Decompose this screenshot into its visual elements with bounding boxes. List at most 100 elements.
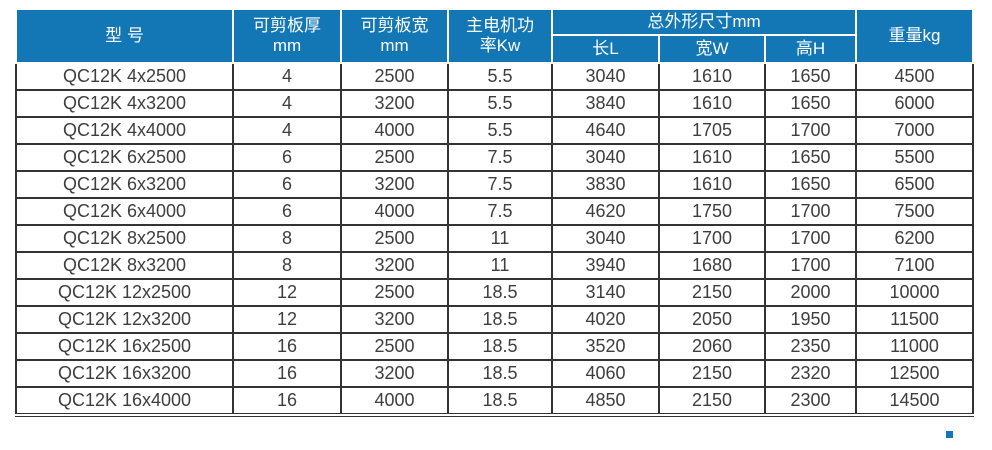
- cell-height: 2320: [763, 359, 858, 388]
- col-header-length: 长L: [551, 34, 660, 64]
- table-row: QC12K 4x3200 4 3200 5.5 3840 1610 1650 6…: [15, 89, 975, 118]
- cell-weight: 5500: [855, 143, 975, 172]
- cell-weight: 12500: [855, 359, 975, 388]
- cell-width: 3200: [340, 251, 449, 280]
- cell-width: 3200: [340, 359, 449, 388]
- table-row: QC12K 4x2500 4 2500 5.5 3040 1610 1650 4…: [15, 62, 975, 91]
- cell-height: 1700: [763, 251, 858, 280]
- cell-dim-width: 2150: [658, 278, 766, 307]
- spec-table: 型 号 可剪板厚 mm 可剪板宽 mm 主电机功 率Kw 总外形尺寸mm 重量k…: [15, 8, 975, 417]
- cell-thickness: 8: [232, 251, 342, 280]
- cell-dim-width: 2150: [658, 359, 766, 388]
- cell-length: 3040: [551, 62, 660, 91]
- cell-model: QC12K 6x3200: [15, 170, 234, 199]
- cell-power: 18.5: [447, 305, 553, 334]
- cell-weight: 14500: [855, 386, 975, 417]
- cell-length: 3940: [551, 251, 660, 280]
- cell-power: 7.5: [447, 143, 553, 172]
- cell-length: 3040: [551, 143, 660, 172]
- cell-length: 4060: [551, 359, 660, 388]
- cell-weight: 7000: [855, 116, 975, 145]
- table-row: QC12K 8x3200 8 3200 11 3940 1680 1700 71…: [15, 251, 975, 280]
- cell-weight: 6500: [855, 170, 975, 199]
- cell-width: 2500: [340, 332, 449, 361]
- cell-length: 4850: [551, 386, 660, 417]
- cell-thickness: 12: [232, 278, 342, 307]
- cell-dim-width: 2060: [658, 332, 766, 361]
- cell-thickness: 4: [232, 62, 342, 91]
- table-row: QC12K 6x3200 6 3200 7.5 3830 1610 1650 6…: [15, 170, 975, 199]
- cell-length: 3520: [551, 332, 660, 361]
- cell-height: 1700: [763, 224, 858, 253]
- cell-power: 18.5: [447, 386, 553, 417]
- col-header-model: 型 号: [15, 8, 234, 64]
- col-header-dim-width: 宽W: [658, 34, 766, 64]
- blue-square-decoration: [946, 431, 953, 438]
- cell-height: 1650: [763, 62, 858, 91]
- cell-power: 18.5: [447, 359, 553, 388]
- table-row: QC12K 6x2500 6 2500 7.5 3040 1610 1650 5…: [15, 143, 975, 172]
- header-row-top: 型 号 可剪板厚 mm 可剪板宽 mm 主电机功 率Kw 总外形尺寸mm 重量k…: [15, 8, 975, 64]
- cell-model: QC12K 16x2500: [15, 332, 234, 361]
- col-header-thickness: 可剪板厚 mm: [232, 8, 342, 64]
- cell-dim-width: 1700: [658, 224, 766, 253]
- cell-power: 7.5: [447, 170, 553, 199]
- cell-weight: 7100: [855, 251, 975, 280]
- cell-width: 3200: [340, 305, 449, 334]
- cell-weight: 7500: [855, 197, 975, 226]
- cell-height: 1700: [763, 197, 858, 226]
- col-header-dimensions-group: 总外形尺寸mm: [550, 8, 858, 36]
- cell-thickness: 12: [232, 305, 342, 334]
- header-row-sub: 长L 宽W 高H: [16, 34, 973, 64]
- cell-power: 5.5: [447, 62, 553, 91]
- cell-power: 18.5: [447, 278, 553, 307]
- cell-model: QC12K 16x4000: [15, 386, 234, 417]
- cell-weight: 6200: [855, 224, 975, 253]
- cell-thickness: 16: [232, 359, 342, 388]
- cell-thickness: 16: [232, 332, 342, 361]
- cell-dim-width: 1610: [658, 170, 766, 199]
- table-row: QC12K 16x2500 16 2500 18.5 3520 2060 235…: [15, 332, 975, 361]
- cell-length: 4020: [551, 305, 660, 334]
- cell-thickness: 6: [232, 170, 342, 199]
- cell-height: 2350: [763, 332, 858, 361]
- cell-width: 4000: [340, 116, 449, 145]
- cell-power: 5.5: [447, 89, 553, 118]
- cell-model: QC12K 4x2500: [15, 62, 234, 91]
- cell-weight: 11000: [855, 332, 975, 361]
- col-header-weight: 重量kg: [855, 8, 975, 64]
- cell-dim-width: 2150: [658, 386, 766, 417]
- cell-height: 1650: [763, 89, 858, 118]
- table-row: QC12K 6x4000 6 4000 7.5 4620 1750 1700 7…: [15, 197, 975, 226]
- cell-height: 2300: [763, 386, 858, 417]
- cell-model: QC12K 8x3200: [15, 251, 234, 280]
- cell-dim-width: 1705: [658, 116, 766, 145]
- col-header-height: 高H: [763, 34, 858, 64]
- cell-thickness: 6: [232, 197, 342, 226]
- cell-length: 3830: [551, 170, 660, 199]
- cell-width: 4000: [340, 386, 449, 417]
- table-row: QC12K 4x4000 4 4000 5.5 4640 1705 1700 7…: [15, 116, 975, 145]
- cell-length: 3840: [551, 89, 660, 118]
- cell-width: 2500: [340, 278, 449, 307]
- spec-table-body: QC12K 4x2500 4 2500 5.5 3040 1610 1650 4…: [15, 62, 975, 417]
- table-row: QC12K 12x2500 12 2500 18.5 3140 2150 200…: [15, 278, 975, 307]
- cell-width: 4000: [340, 197, 449, 226]
- cell-dim-width: 1610: [658, 62, 766, 91]
- cell-power: 11: [447, 251, 553, 280]
- cell-height: 1700: [763, 116, 858, 145]
- cell-length: 4620: [551, 197, 660, 226]
- cell-width: 3200: [340, 170, 449, 199]
- cell-model: QC12K 16x3200: [15, 359, 234, 388]
- table-row: QC12K 16x4000 16 4000 18.5 4850 2150 230…: [15, 386, 975, 417]
- table-row: QC12K 12x3200 12 3200 18.5 4020 2050 195…: [15, 305, 975, 334]
- cell-weight: 10000: [855, 278, 975, 307]
- cell-dim-width: 1610: [658, 89, 766, 118]
- cell-dim-width: 1610: [658, 143, 766, 172]
- spec-table-header: 型 号 可剪板厚 mm 可剪板宽 mm 主电机功 率Kw 总外形尺寸mm 重量k…: [15, 8, 975, 64]
- cell-thickness: 4: [232, 89, 342, 118]
- cell-height: 1650: [763, 170, 858, 199]
- table-row: QC12K 16x3200 16 3200 18.5 4060 2150 232…: [15, 359, 975, 388]
- cell-model: QC12K 4x4000: [15, 116, 234, 145]
